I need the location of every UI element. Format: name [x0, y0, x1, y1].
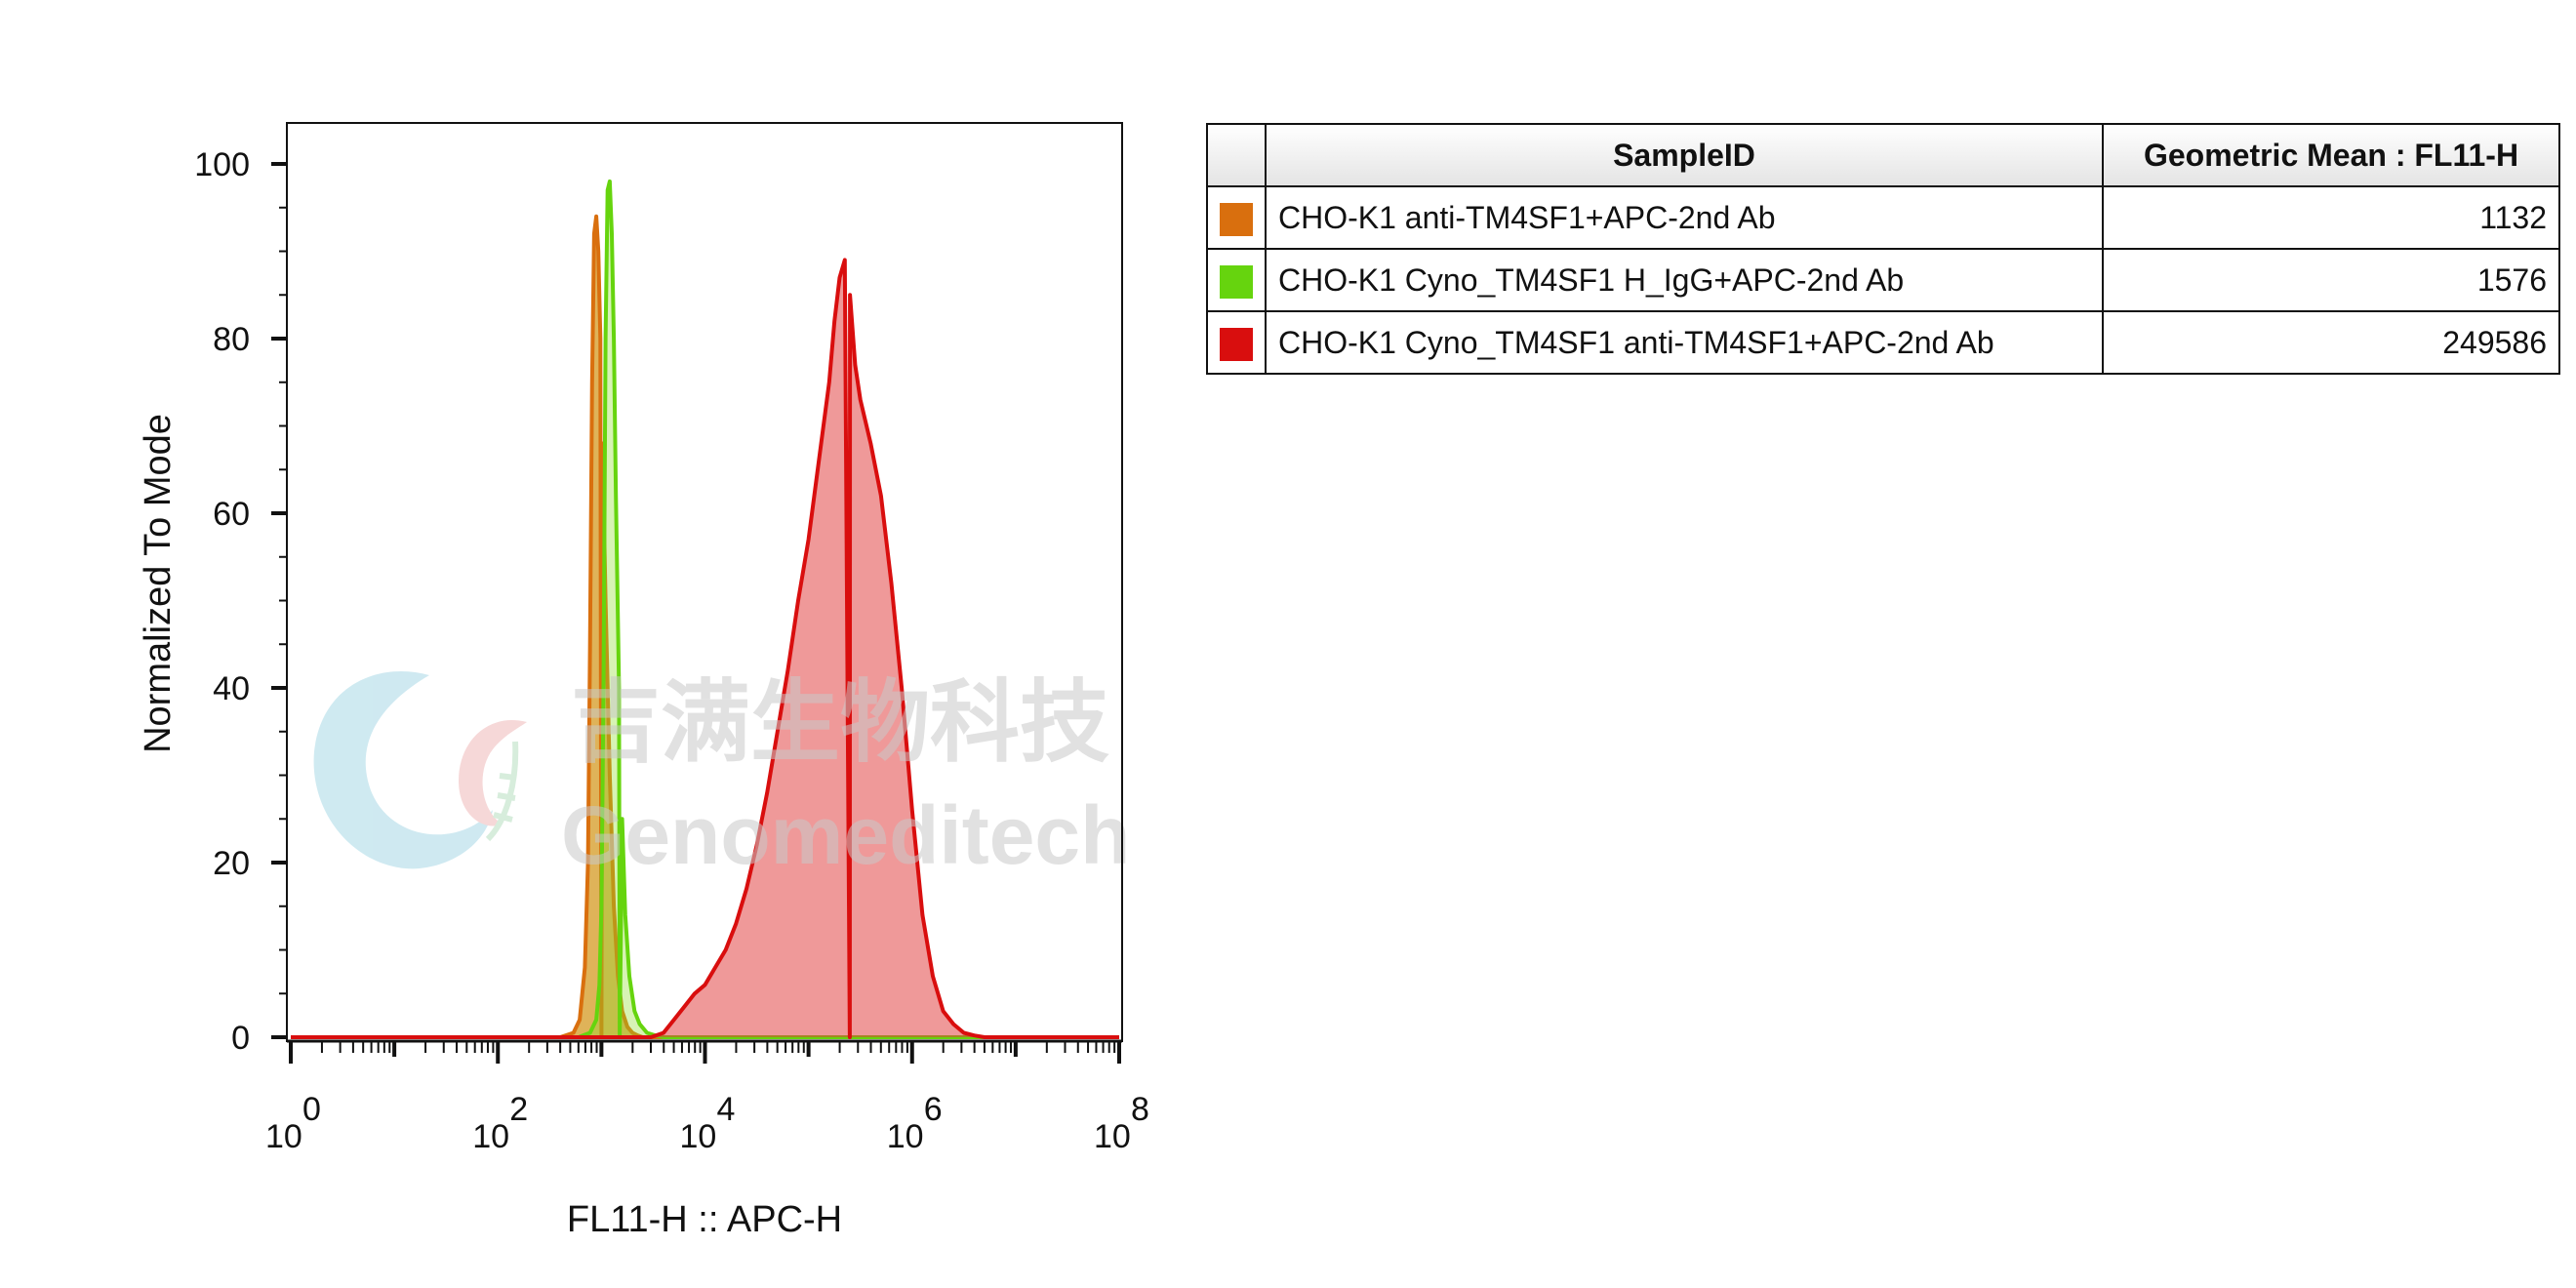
x-tick-label-base: 10 — [472, 1118, 509, 1155]
x-tick-label-base: 10 — [1094, 1118, 1131, 1155]
legend-header-row: SampleID Geometric Mean : FL11-H — [1206, 123, 2560, 187]
legend-sample-id: CHO-K1 Cyno_TM4SF1 anti-TM4SF1+APC-2nd A… — [1265, 310, 2104, 375]
watermark-chinese-text: 吉满生物科技 — [571, 673, 1109, 773]
watermark-leaf-icon — [459, 720, 527, 826]
y-tick-label: 80 — [213, 321, 250, 358]
legend-row: CHO-K1 Cyno_TM4SF1 H_IgG+APC-2nd Ab 1576 — [1206, 248, 2560, 312]
y-tick-label: 40 — [213, 670, 250, 707]
watermark-english-text: Genomeditech — [561, 789, 1130, 881]
legend-sample-id: CHO-K1 Cyno_TM4SF1 H_IgG+APC-2nd Ab — [1265, 248, 2104, 312]
series-fill-3 — [291, 260, 1119, 1037]
series-line-3 — [291, 258, 1119, 1039]
series-fill-2 — [291, 181, 1119, 1037]
y-axis: 0 20 40 60 80 100 — [194, 146, 287, 1057]
legend-swatch-cell — [1206, 310, 1267, 375]
series-line-1 — [291, 214, 1119, 1039]
y-tick-label: 100 — [194, 146, 250, 183]
legend-geometric-mean: 1132 — [2102, 185, 2560, 250]
y-tick-label: 0 — [231, 1020, 250, 1057]
series-line-2 — [291, 179, 1119, 1039]
x-tick-label-base: 10 — [887, 1118, 924, 1155]
legend-row: CHO-K1 anti-TM4SF1+APC-2nd Ab 1132 — [1206, 185, 2560, 250]
x-tick-label-exponent: 4 — [717, 1091, 736, 1128]
watermark-swirl-icon — [313, 671, 493, 869]
sample-id-header: SampleID — [1265, 123, 2104, 187]
plot-frame — [286, 122, 1123, 1042]
legend-geometric-mean: 1576 — [2102, 248, 2560, 312]
legend-swatch-green — [1220, 264, 1253, 299]
x-tick-label-exponent: 8 — [1131, 1091, 1149, 1128]
x-tick-label-exponent: 2 — [509, 1091, 528, 1128]
histogram-series-layer — [291, 179, 1119, 1039]
x-tick-label-exponent: 6 — [924, 1091, 943, 1128]
legend-swatch-cell — [1206, 185, 1267, 250]
legend-swatch-orange — [1220, 202, 1253, 236]
legend-geometric-mean: 249586 — [2102, 310, 2560, 375]
series-fill-1 — [291, 216, 1119, 1037]
y-tick-label: 20 — [213, 845, 250, 882]
x-tick-label-base: 10 — [265, 1118, 302, 1155]
legend-row: CHO-K1 Cyno_TM4SF1 anti-TM4SF1+APC-2nd A… — [1206, 310, 2560, 375]
x-tick-label-base: 10 — [680, 1118, 717, 1155]
legend-swatch-cell — [1206, 248, 1267, 312]
legend-swatch-header — [1206, 123, 1267, 187]
watermark-logo: 吉满生物科技 Genomeditech — [313, 671, 1130, 881]
geometric-mean-header: Geometric Mean : FL11-H — [2102, 123, 2560, 187]
x-tick-label-exponent: 0 — [302, 1091, 321, 1128]
legend-swatch-red — [1220, 327, 1253, 361]
legend-sample-id: CHO-K1 anti-TM4SF1+APC-2nd Ab — [1265, 185, 2104, 250]
legend-table: SampleID Geometric Mean : FL11-H CHO-K1 … — [1206, 123, 2560, 375]
watermark-helix-icon — [485, 741, 519, 842]
y-tick-label: 60 — [213, 496, 250, 533]
y-axis-label: Normalized To Mode — [138, 414, 179, 753]
x-axis-label: FL11-H :: APC-H — [567, 1199, 842, 1240]
